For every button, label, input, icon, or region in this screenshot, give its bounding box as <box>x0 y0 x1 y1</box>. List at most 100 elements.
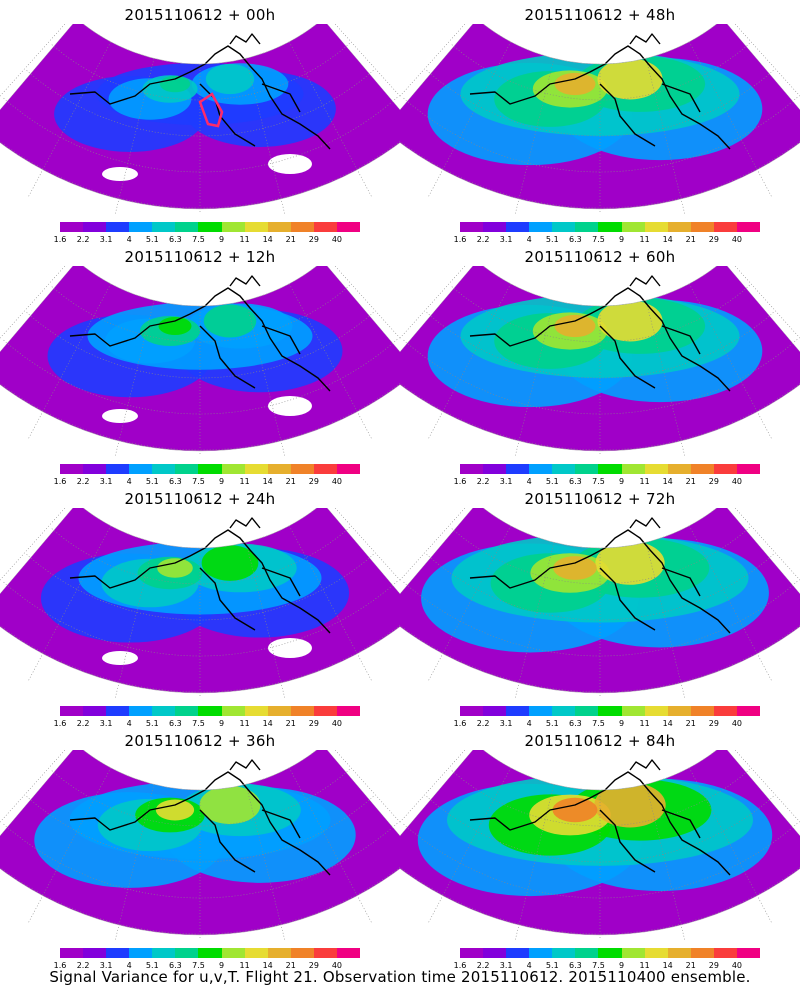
colorbar-swatch <box>313 464 337 474</box>
colorbar-swatch <box>290 464 314 474</box>
colorbar-swatch <box>460 948 484 958</box>
colorbar-label: 4 <box>526 719 532 728</box>
coastline <box>69 275 331 392</box>
colorbar-labels: 1.6 2.2 3.1 4 5.1 6.3 7.5 9 11 14 21 29 40 <box>454 719 760 729</box>
colorbar-label: 40 <box>731 961 743 970</box>
colorbar-label: 11 <box>639 719 650 728</box>
colorbar-swatch <box>336 706 361 716</box>
colorbar-label: 29 <box>708 235 719 244</box>
map-panel-p00: 2015110612 + 00h 1.6 2.2 3.1 4 5.1 6.3 7.5 9 11 14… <box>0 0 400 245</box>
colorbar-label: 7.5 <box>592 235 605 244</box>
colorbar-swatch <box>667 706 691 716</box>
panel-title: 2015110612 + 48h <box>524 6 676 24</box>
colorbar <box>60 706 361 716</box>
colorbar-label: 9 <box>218 961 225 970</box>
colorbar-swatch <box>621 222 645 232</box>
colorbar-swatch <box>221 222 245 232</box>
colorbar-label: 9 <box>618 961 625 970</box>
colorbar-label: 29 <box>708 961 719 970</box>
map-panel-p72: 2015110612 + 72h 1.6 2.2 3.1 4 5.1 6.3 7.5 9 11 14… <box>400 484 800 729</box>
colorbar-labels: 1.6 2.2 3.1 4 5.1 6.3 7.5 9 11 14 21 29 40 <box>454 235 760 245</box>
panel-title: 2015110612 + 60h <box>524 248 676 266</box>
colorbar-swatch <box>690 222 714 232</box>
colorbar-label: 11 <box>639 477 650 486</box>
colorbar-label: 5.1 <box>145 477 159 486</box>
colorbar-label: 5.1 <box>145 235 159 244</box>
map-panel-p48: 2015110612 + 48h 1.6 2.2 3.1 4 5.1 6.3 7.5 9 11 14… <box>400 0 800 245</box>
domain-outline <box>400 24 800 210</box>
colorbar-label: 40 <box>331 719 343 728</box>
colorbar-swatch <box>267 222 291 232</box>
variance-map <box>400 508 800 698</box>
colorbar-swatch <box>598 706 622 716</box>
colorbar-label: 7.5 <box>592 477 605 486</box>
colorbar-swatch <box>290 706 314 716</box>
variance-map <box>0 508 400 698</box>
colorbar-label: 2.2 <box>76 235 90 244</box>
colorbar <box>460 948 761 958</box>
colorbar-label: 29 <box>308 961 319 970</box>
coastline <box>469 759 731 876</box>
colorbar-swatch <box>736 222 761 232</box>
colorbar-label: 3.1 <box>99 961 113 970</box>
colorbar-label: 14 <box>262 235 273 244</box>
domain-outline <box>0 750 400 936</box>
colorbar-swatch <box>152 464 176 474</box>
colorbar-label: 5.1 <box>145 961 159 970</box>
coastline <box>469 517 731 634</box>
colorbar-labels: 1.6 2.2 3.1 4 5.1 6.3 7.5 9 11 14 21 29 40 <box>454 477 760 487</box>
map-panel-p36: 2015110612 + 36h 1.6 2.2 3.1 4 5.1 6.3 7.5 9 11 14… <box>0 726 400 971</box>
panel-title: 2015110612 + 12h <box>124 248 276 266</box>
colorbar-label: 2.2 <box>76 719 90 728</box>
colorbar-swatch <box>621 464 645 474</box>
colorbar-label: 9 <box>618 235 625 244</box>
colorbar-swatch <box>552 706 576 716</box>
colorbar-label: 29 <box>308 235 319 244</box>
colorbar-swatch <box>267 706 291 716</box>
colorbar-label: 2.2 <box>476 477 490 486</box>
colorbar-swatch <box>506 706 530 716</box>
colorbar-swatch <box>506 222 530 232</box>
colorbar-swatch <box>198 464 222 474</box>
colorbar-label: 6.3 <box>569 961 582 970</box>
colorbar-label: 21 <box>285 719 296 728</box>
colorbar-labels: 1.6 2.2 3.1 4 5.1 6.3 7.5 9 11 14 21 29 40 <box>454 961 760 971</box>
colorbar-swatch <box>221 706 245 716</box>
colorbar-swatch <box>106 706 130 716</box>
colorbar-swatch <box>460 464 484 474</box>
colorbar-label: 6.3 <box>569 235 582 244</box>
colorbar-label: 21 <box>685 719 696 728</box>
colorbar-swatch <box>529 464 553 474</box>
colorbar-swatch <box>644 222 668 232</box>
colorbar-label: 14 <box>662 719 673 728</box>
colorbar-label: 4 <box>126 719 132 728</box>
colorbar-label: 21 <box>285 235 296 244</box>
colorbar-swatch <box>736 706 761 716</box>
colorbar-swatch <box>644 464 668 474</box>
colorbar-label: 5.1 <box>545 961 559 970</box>
colorbar-swatch <box>175 948 199 958</box>
coastline <box>69 33 331 150</box>
colorbar-swatch <box>460 222 484 232</box>
colorbar-label: 1.6 <box>453 719 467 728</box>
colorbar <box>60 948 361 958</box>
colorbar-swatch <box>198 948 222 958</box>
colorbar-label: 4 <box>126 477 132 486</box>
colorbar-label: 21 <box>685 235 696 244</box>
colorbar-labels: 1.6 2.2 3.1 4 5.1 6.3 7.5 9 11 14 21 29 40 <box>54 235 360 245</box>
map-panel-p60: 2015110612 + 60h 1.6 2.2 3.1 4 5.1 6.3 7.5 9 11 14… <box>400 242 800 487</box>
colorbar-labels: 1.6 2.2 3.1 4 5.1 6.3 7.5 9 11 14 21 29 40 <box>54 477 360 487</box>
colorbar-label: 6.3 <box>169 477 182 486</box>
variance-map <box>0 24 400 214</box>
colorbar-label: 3.1 <box>499 235 513 244</box>
panel-title: 2015110612 + 36h <box>124 732 276 750</box>
colorbar-label: 40 <box>731 719 743 728</box>
colorbar-swatch <box>290 222 314 232</box>
colorbar-label: 4 <box>526 961 532 970</box>
colorbar-swatch <box>713 948 737 958</box>
colorbar-swatch <box>106 948 130 958</box>
colorbar-label: 7.5 <box>192 719 205 728</box>
colorbar-label: 29 <box>308 719 319 728</box>
colorbar-label: 6.3 <box>169 719 182 728</box>
colorbar-swatch <box>575 464 599 474</box>
